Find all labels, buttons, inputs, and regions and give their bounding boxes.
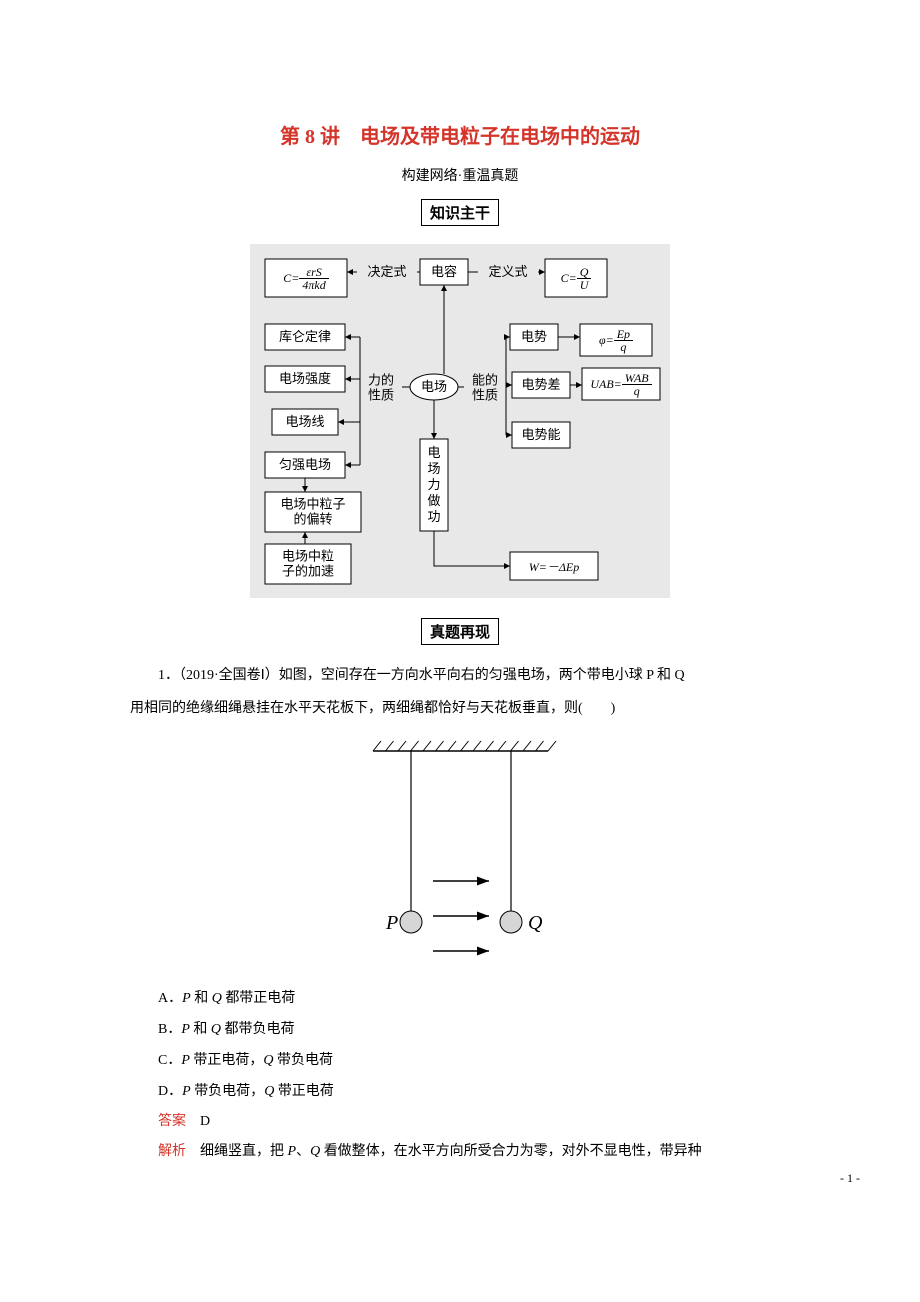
explain-text: 细绳竖直，把 P、Q 看做整体，在水平方向所受合力为零，对外不显电性，带异种	[200, 1144, 702, 1159]
option-a: A．P 和 Q 都带正电荷	[130, 984, 790, 1015]
svg-text:决定式: 决定式	[367, 264, 406, 279]
svg-text:性质: 性质	[368, 387, 394, 402]
svg-text:Q: Q	[528, 912, 543, 934]
question-figure-wrap: PQ	[130, 736, 790, 966]
svg-text:性质: 性质	[472, 387, 498, 402]
q-stem-b: 用相同的绝缘细绳悬挂在水平天花板下，两细绳都恰好与天花板垂直，则( )	[130, 701, 615, 716]
svg-text:功: 功	[427, 509, 440, 524]
svg-text:电场中粒: 电场中粒	[282, 548, 334, 563]
svg-text:P: P	[385, 912, 398, 934]
option-c-text: C．P 带正电荷，Q 带负电荷	[158, 1053, 333, 1068]
question-figure: PQ	[333, 736, 588, 966]
section-exam: 真题再现	[130, 618, 790, 645]
svg-text:匀强电场: 匀强电场	[279, 457, 331, 472]
svg-text:子的加速: 子的加速	[282, 563, 334, 578]
answer-label: 答案	[158, 1114, 186, 1129]
svg-text:电势能: 电势能	[521, 427, 560, 442]
svg-text:能的: 能的	[472, 372, 498, 387]
question-stem-line2: 用相同的绝缘细绳悬挂在水平天花板下，两细绳都恰好与天花板垂直，则( )	[130, 696, 790, 723]
q-number: 1．	[158, 668, 179, 683]
option-a-text: A．P 和 Q 都带正电荷	[158, 991, 295, 1006]
answer-line: 答案 D	[130, 1107, 790, 1138]
option-c: C．P 带正电荷，Q 带负电荷	[130, 1046, 790, 1077]
section-knowledge: 知识主干	[130, 199, 790, 226]
svg-text:电容: 电容	[431, 264, 457, 279]
page-number: - 1 -	[840, 1171, 860, 1186]
svg-text:电: 电	[427, 445, 440, 460]
subtitle: 构建网络·重温真题	[130, 165, 790, 185]
svg-text:力的: 力的	[368, 372, 394, 387]
svg-text:电场中粒子: 电场中粒子	[280, 496, 345, 511]
option-b: B．P 和 Q 都带负电荷	[130, 1015, 790, 1046]
question-stem: 1．（2019·全国卷Ⅰ）如图，空间存在一方向水平向右的匀强电场，两个带电小球 …	[130, 663, 790, 690]
section-knowledge-label: 知识主干	[421, 199, 499, 226]
svg-text:场: 场	[427, 461, 440, 476]
q-source: （2019·全国卷Ⅰ）	[179, 668, 279, 683]
explain-label: 解析	[158, 1144, 186, 1159]
concept-map: C=εrS4πkd决定式电容定义式C=QU库仑定律电势φ=Epq电场强度力的性质…	[250, 244, 670, 598]
svg-text:做: 做	[427, 493, 440, 508]
svg-text:电势差: 电势差	[521, 377, 560, 392]
title-text: 第 8 讲 电场及带电粒子在电场中的运动	[280, 126, 640, 148]
option-d: D．P 带负电荷，Q 带正电荷	[130, 1077, 790, 1108]
svg-text:电场线: 电场线	[285, 414, 324, 429]
svg-text:库仑定律: 库仑定律	[279, 329, 331, 344]
concept-map-wrap: C=εrS4πkd决定式电容定义式C=QU库仑定律电势φ=Epq电场强度力的性质…	[130, 244, 790, 598]
svg-text:电场强度: 电场强度	[279, 371, 331, 386]
option-b-text: B．P 和 Q 都带负电荷	[158, 1022, 295, 1037]
explain-line: 解析 细绳竖直，把 P、Q 看做整体，在水平方向所受合力为零，对外不显电性，带异…	[130, 1138, 790, 1166]
section-exam-label: 真题再现	[421, 618, 499, 645]
answer-value: D	[200, 1114, 210, 1129]
svg-text:的偏转: 的偏转	[293, 511, 332, 526]
svg-text:力: 力	[427, 477, 440, 492]
option-d-text: D．P 带负电荷，Q 带正电荷	[158, 1084, 334, 1099]
svg-text:电势: 电势	[521, 329, 547, 344]
q-stem-a: 如图，空间存在一方向水平向右的匀强电场，两个带电小球 P 和 Q	[279, 668, 685, 683]
svg-text:定义式: 定义式	[488, 264, 527, 279]
lecture-title: 第 8 讲 电场及带电粒子在电场中的运动	[130, 120, 790, 149]
svg-text:电场: 电场	[421, 379, 447, 394]
